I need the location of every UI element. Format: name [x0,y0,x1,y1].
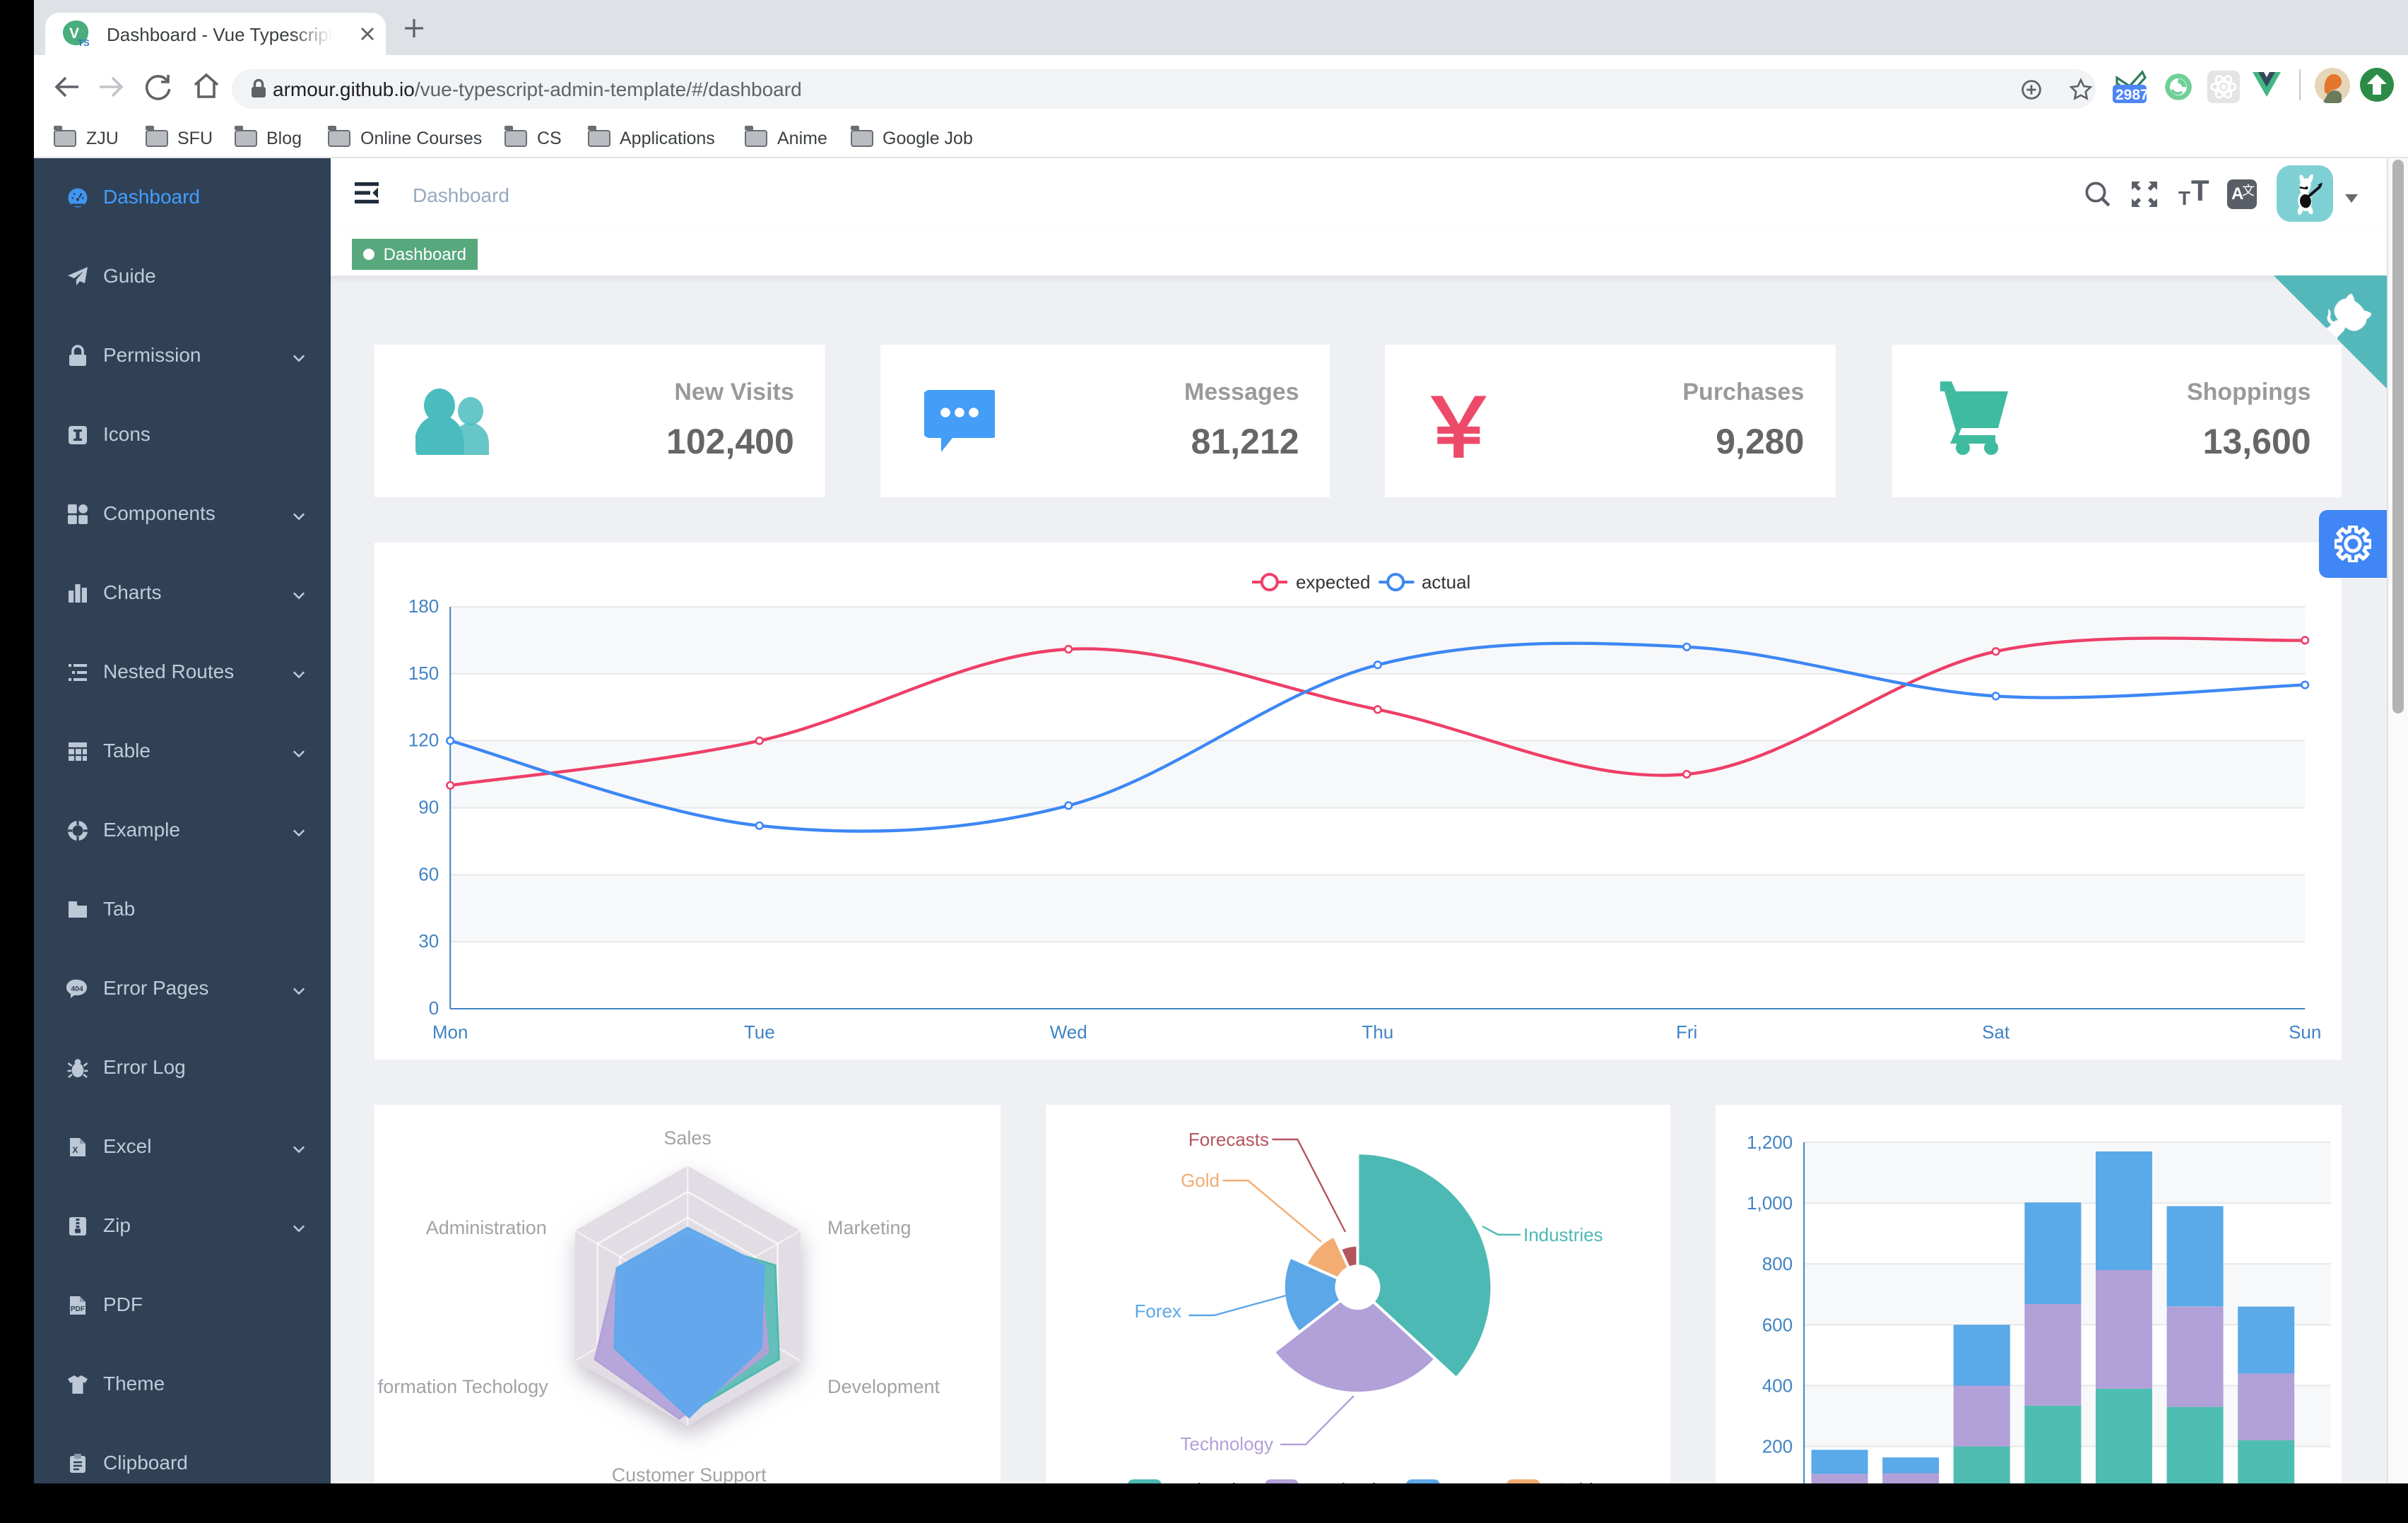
svg-text:TS: TS [78,37,90,47]
svg-text:150: 150 [409,663,439,684]
svg-text:2987: 2987 [2115,87,2148,103]
svg-text:1,200: 1,200 [1747,1132,1793,1153]
svg-text:Gold: Gold [1181,1170,1220,1191]
svg-text:90: 90 [419,797,439,818]
svg-text:Technology: Technology [1180,1433,1273,1454]
svg-text:1,000: 1,000 [1747,1192,1793,1214]
svg-text:404: 404 [70,985,83,993]
svg-text:formation Techology: formation Techology [379,1376,550,1397]
svg-text:600: 600 [1762,1314,1793,1335]
svg-text:Sun: Sun [2289,1021,2322,1043]
svg-text:Customer Support: Customer Support [612,1464,767,1483]
svg-text:400: 400 [1762,1375,1793,1396]
svg-text:Gold: Gold [1554,1479,1593,1483]
svg-text:180: 180 [409,595,439,617]
svg-text:Marketing: Marketing [828,1217,911,1238]
svg-text:120: 120 [409,730,439,751]
svg-text:Industries: Industries [1523,1224,1603,1245]
svg-text:Mon: Mon [433,1021,469,1043]
svg-text:Development: Development [828,1376,940,1397]
svg-text:Fri: Fri [1677,1021,1698,1043]
svg-text:Sales: Sales [664,1127,712,1149]
svg-text:Wed: Wed [1050,1021,1087,1043]
svg-text:30: 30 [419,930,439,952]
svg-text:800: 800 [1762,1253,1793,1274]
svg-text:Industries: Industries [1176,1479,1256,1483]
svg-text:Tue: Tue [745,1021,776,1043]
svg-text:PDF: PDF [70,1305,84,1313]
svg-text:Forecasts: Forecasts [1188,1129,1269,1150]
svg-text:Forex: Forex [1454,1479,1501,1483]
svg-text:Sat: Sat [1983,1021,2011,1043]
svg-text:Forex: Forex [1134,1300,1181,1322]
svg-text:actual: actual [1422,571,1471,593]
svg-text:Thu: Thu [1362,1021,1394,1043]
svg-text:60: 60 [419,863,439,884]
svg-text:0: 0 [430,997,439,1019]
svg-text:V: V [69,25,79,41]
svg-text:Technology: Technology [1313,1479,1405,1483]
svg-text:200: 200 [1762,1435,1793,1457]
svg-text:Administration: Administration [427,1217,548,1238]
svg-text:expected: expected [1297,571,1371,593]
svg-text:X: X [71,1145,77,1155]
